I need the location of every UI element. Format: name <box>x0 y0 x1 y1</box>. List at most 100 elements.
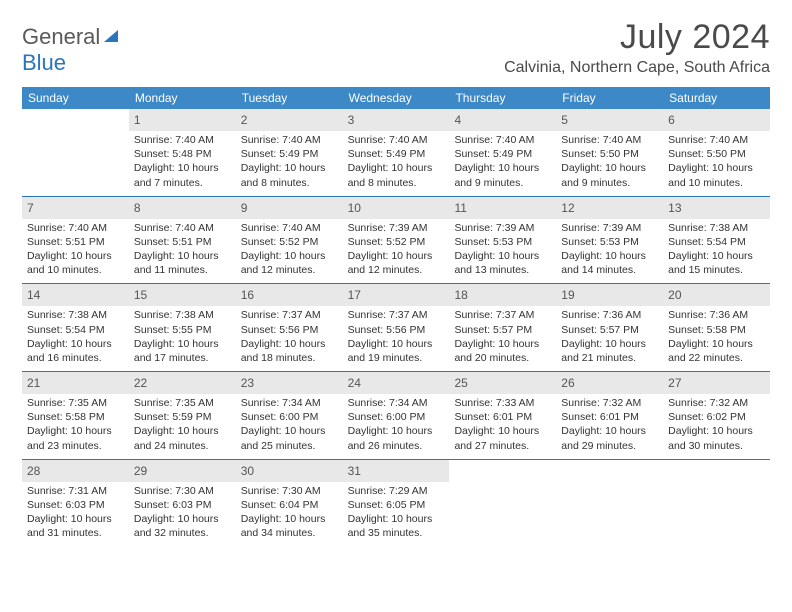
date-number: 29 <box>134 464 147 478</box>
calendar-cell: 15Sunrise: 7:38 AMSunset: 5:55 PMDayligh… <box>129 284 236 371</box>
date-band: 11 <box>449 197 556 219</box>
date-number: 18 <box>454 288 467 302</box>
calendar-cell: 31 Sunrise: 7:29 AMSunset: 6:05 PMDayligh… <box>343 460 450 547</box>
date-band: 23 <box>236 372 343 394</box>
calendar-cell: 5 Sunrise: 7:40 AMSunset: 5:50 PMDaylight… <box>556 109 663 196</box>
sun-info: Sunrise: 7:29 AMSunset: 6:05 PMDaylight:… <box>348 484 445 541</box>
calendar-cell: 20 Sunrise: 7:36 AMSunset: 5:58 PMDayligh… <box>663 284 770 371</box>
sun-info: Sunrise: 7:35 AMSunset: 5:59 PMDaylight:… <box>134 396 231 453</box>
date-number: 26 <box>561 376 574 390</box>
sun-info: Sunrise: 7:40 AMSunset: 5:52 PMDaylight:… <box>241 221 338 278</box>
date-band: 22 <box>129 372 236 394</box>
sun-info: Sunrise: 7:39 AMSunset: 5:52 PMDaylight:… <box>348 221 445 278</box>
sun-info: Sunrise: 7:40 AMSunset: 5:51 PMDaylight:… <box>27 221 124 278</box>
sun-info: Sunrise: 7:36 AMSunset: 5:57 PMDaylight:… <box>561 308 658 365</box>
calendar-week: 21Sunrise: 7:35 AMSunset: 5:58 PMDayligh… <box>22 372 770 460</box>
day-header-cell: Tuesday <box>236 87 343 109</box>
calendar-cell: 4 Sunrise: 7:40 AMSunset: 5:49 PMDaylight… <box>449 109 556 196</box>
sun-info: Sunrise: 7:40 AMSunset: 5:48 PMDaylight:… <box>134 133 231 190</box>
date-number: 27 <box>668 376 681 390</box>
date-band: 30 <box>236 460 343 482</box>
calendar-cell: 10 Sunrise: 7:39 AMSunset: 5:52 PMDayligh… <box>343 197 450 284</box>
sun-info: Sunrise: 7:36 AMSunset: 5:58 PMDaylight:… <box>668 308 765 365</box>
sun-info: Sunrise: 7:30 AMSunset: 6:03 PMDaylight:… <box>134 484 231 541</box>
calendar-body: 1 Sunrise: 7:40 AMSunset: 5:48 PMDaylight… <box>22 109 770 546</box>
sun-info: Sunrise: 7:39 AMSunset: 5:53 PMDaylight:… <box>561 221 658 278</box>
date-number: 12 <box>561 201 574 215</box>
calendar-cell: 22 Sunrise: 7:35 AMSunset: 5:59 PMDayligh… <box>129 372 236 459</box>
calendar-cell: 12 Sunrise: 7:39 AMSunset: 5:53 PMDayligh… <box>556 197 663 284</box>
calendar-cell <box>449 460 556 547</box>
date-number: 11 <box>454 201 466 215</box>
calendar-cell: 27 Sunrise: 7:32 AMSunset: 6:02 PMDayligh… <box>663 372 770 459</box>
month-title: July 2024 <box>504 18 770 57</box>
date-band: 17 <box>343 284 450 306</box>
sun-info: Sunrise: 7:33 AMSunset: 6:01 PMDaylight:… <box>454 396 551 453</box>
calendar-cell <box>556 460 663 547</box>
sun-info: Sunrise: 7:32 AMSunset: 6:01 PMDaylight:… <box>561 396 658 453</box>
sun-info: Sunrise: 7:40 AMSunset: 5:49 PMDaylight:… <box>454 133 551 190</box>
sun-info: Sunrise: 7:40 AMSunset: 5:50 PMDaylight:… <box>561 133 658 190</box>
calendar-cell: 19Sunrise: 7:36 AMSunset: 5:57 PMDayligh… <box>556 284 663 371</box>
date-band: 21 <box>22 372 129 394</box>
date-number: 1 <box>134 113 141 127</box>
date-number: 25 <box>454 376 467 390</box>
date-band: 3 <box>343 109 450 131</box>
day-header-cell: Sunday <box>22 87 129 109</box>
sun-info: Sunrise: 7:40 AMSunset: 5:50 PMDaylight:… <box>668 133 765 190</box>
date-number: 20 <box>668 288 681 302</box>
date-band: 7 <box>22 197 129 219</box>
day-header-cell: Monday <box>129 87 236 109</box>
date-band: 26 <box>556 372 663 394</box>
calendar-cell: 18 Sunrise: 7:37 AMSunset: 5:57 PMDayligh… <box>449 284 556 371</box>
date-band: 2 <box>236 109 343 131</box>
date-band: 10 <box>343 197 450 219</box>
date-band: 5 <box>556 109 663 131</box>
date-band: 19 <box>556 284 663 306</box>
sun-info: Sunrise: 7:37 AMSunset: 5:56 PMDaylight:… <box>348 308 445 365</box>
date-number: 14 <box>27 288 40 302</box>
date-number: 5 <box>561 113 568 127</box>
calendar-cell: 23Sunrise: 7:34 AMSunset: 6:00 PMDayligh… <box>236 372 343 459</box>
calendar-cell: 24Sunrise: 7:34 AMSunset: 6:00 PMDayligh… <box>343 372 450 459</box>
date-band: 15 <box>129 284 236 306</box>
calendar-cell: 8Sunrise: 7:40 AMSunset: 5:51 PMDaylight… <box>129 197 236 284</box>
sun-info: Sunrise: 7:32 AMSunset: 6:02 PMDaylight:… <box>668 396 765 453</box>
logo-word2: Blue <box>22 50 66 75</box>
date-number: 22 <box>134 376 147 390</box>
calendar-cell <box>22 109 129 196</box>
calendar-cell: 1 Sunrise: 7:40 AMSunset: 5:48 PMDaylight… <box>129 109 236 196</box>
sun-info: Sunrise: 7:37 AMSunset: 5:57 PMDaylight:… <box>454 308 551 365</box>
calendar-cell: 21Sunrise: 7:35 AMSunset: 5:58 PMDayligh… <box>22 372 129 459</box>
sun-info: Sunrise: 7:35 AMSunset: 5:58 PMDaylight:… <box>27 396 124 453</box>
sun-info: Sunrise: 7:37 AMSunset: 5:56 PMDaylight:… <box>241 308 338 365</box>
date-number: 31 <box>348 464 361 478</box>
sun-info: Sunrise: 7:30 AMSunset: 6:04 PMDaylight:… <box>241 484 338 541</box>
calendar-cell: 14Sunrise: 7:38 AMSunset: 5:54 PMDayligh… <box>22 284 129 371</box>
date-number: 17 <box>348 288 361 302</box>
date-number: 10 <box>348 201 361 215</box>
calendar-week: 7Sunrise: 7:40 AMSunset: 5:51 PMDaylight… <box>22 197 770 285</box>
calendar-cell: 16Sunrise: 7:37 AMSunset: 5:56 PMDayligh… <box>236 284 343 371</box>
date-band: 14 <box>22 284 129 306</box>
date-band: 6 <box>663 109 770 131</box>
calendar: SundayMondayTuesdayWednesdayThursdayFrid… <box>22 87 770 546</box>
calendar-cell: 28Sunrise: 7:31 AMSunset: 6:03 PMDayligh… <box>22 460 129 547</box>
date-number: 30 <box>241 464 254 478</box>
date-band: 16 <box>236 284 343 306</box>
calendar-cell: 6Sunrise: 7:40 AMSunset: 5:50 PMDaylight… <box>663 109 770 196</box>
date-number: 4 <box>454 113 461 127</box>
date-number: 13 <box>668 201 681 215</box>
calendar-week: 28Sunrise: 7:31 AMSunset: 6:03 PMDayligh… <box>22 460 770 547</box>
date-band: 28 <box>22 460 129 482</box>
date-number: 9 <box>241 201 248 215</box>
day-header-cell: Thursday <box>449 87 556 109</box>
date-number: 2 <box>241 113 248 127</box>
logo-text: GeneralBlue <box>22 24 122 76</box>
sun-info: Sunrise: 7:38 AMSunset: 5:55 PMDaylight:… <box>134 308 231 365</box>
logo-word1: General <box>22 24 100 49</box>
date-band: 31 <box>343 460 450 482</box>
calendar-cell: 13Sunrise: 7:38 AMSunset: 5:54 PMDayligh… <box>663 197 770 284</box>
sun-info: Sunrise: 7:39 AMSunset: 5:53 PMDaylight:… <box>454 221 551 278</box>
calendar-cell: 11 Sunrise: 7:39 AMSunset: 5:53 PMDayligh… <box>449 197 556 284</box>
